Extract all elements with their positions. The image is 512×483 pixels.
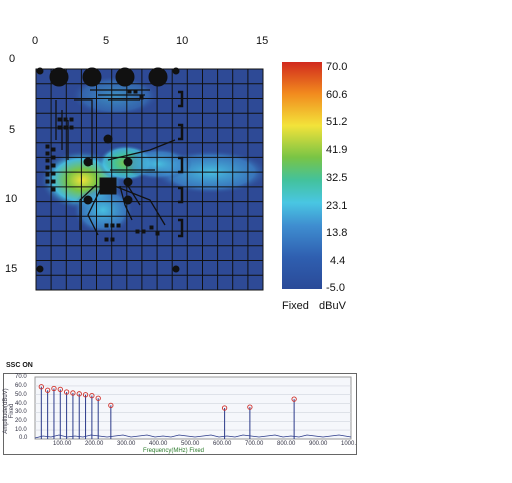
scan-map: 0 5 10 15 0 5 10 15 70.0 60.6 51.2 41.9 … [5, 35, 348, 312]
x-tick-600: 600.00 [213, 441, 232, 447]
y-tick-60: 60.0 [15, 383, 27, 389]
peak-marker-9 [95, 395, 101, 401]
spectrum-panel: Amplitude(dBuV) Fixed 70.0 60.0 50.0 40.… [3, 373, 357, 455]
scan-grid [35, 68, 264, 291]
peak-marker-2 [51, 385, 57, 392]
y-tick-10: 10 [5, 193, 18, 205]
spectrum-xlabel: Frequency(MHz) Fixed [143, 448, 205, 454]
x-tick-500: 500.00 [181, 441, 200, 447]
x-tick-300: 300.00 [117, 441, 136, 447]
peak-marker-11 [221, 405, 228, 411]
peak-marker-12 [247, 404, 253, 410]
spectrum-ylabel: Amplitude(dBuV) Fixed [3, 388, 15, 434]
colorbar-footer-left: Fixed [282, 300, 309, 312]
spectrum-svg [3, 373, 357, 455]
heatmap-area [36, 69, 263, 290]
peak-marker-8 [89, 392, 95, 399]
peak-marker-7 [82, 392, 89, 398]
spectrum-noise-trace [34, 434, 352, 439]
peak-marker-6 [76, 391, 82, 397]
peak-marker-1 [44, 387, 51, 393]
colorbar [282, 62, 322, 289]
peak-marker-4 [63, 389, 70, 395]
colorbar-tick-4: 41.9 [326, 144, 348, 156]
y-tick-10: 10.0 [15, 427, 27, 433]
colorbar-tick-6: 23.1 [326, 200, 348, 212]
colorbar-tick-3: 51.2 [326, 116, 348, 128]
y-tick-50: 50.0 [15, 392, 27, 398]
scan-map-svg [35, 62, 322, 291]
x-tick-5: 5 [103, 35, 110, 47]
colorbar-tick-8: 4.4 [330, 255, 346, 267]
y-tick-40: 40.0 [15, 401, 27, 407]
x-tick-10: 10 [176, 35, 189, 47]
peak-marker-10 [108, 402, 114, 408]
colorbar-tick-2: 60.6 [326, 89, 348, 101]
y-tick-15: 15 [5, 263, 18, 275]
x-tick-900: 900.00 [309, 441, 328, 447]
colorbar-footer-right: dBuV [319, 300, 346, 312]
peak-marker-13 [291, 396, 297, 402]
x-tick-1000: 1000. [341, 441, 357, 447]
spectrum-peaks [38, 384, 297, 439]
x-tick-0: 0 [32, 35, 39, 47]
spectrum-grid [35, 385, 351, 431]
y-tick-30: 30.0 [15, 409, 27, 415]
x-tick-200: 200.00 [85, 441, 104, 447]
plot-area [34, 376, 352, 440]
x-tick-100: 100.00 [53, 441, 72, 447]
y-tick-20: 20.0 [15, 418, 27, 424]
y-tick-70: 70.0 [15, 374, 27, 380]
colorbar-tick-1: 70.0 [326, 61, 348, 73]
colorbar-tick-7: 13.8 [326, 227, 348, 239]
x-tick-700: 700.00 [245, 441, 264, 447]
peak-marker-5 [70, 390, 76, 396]
x-tick-400: 400.00 [149, 441, 168, 447]
x-tick-15: 15 [256, 35, 269, 47]
y-tick-0: 0 [9, 53, 16, 65]
y-tick-5: 5 [9, 124, 16, 136]
y-tick-0: 0.0 [19, 435, 28, 441]
spectrum-title: SSC ON [6, 362, 33, 369]
peak-marker-0 [38, 384, 44, 390]
colorbar-tick-9: -5.0 [326, 282, 345, 294]
x-tick-800: 800.00 [277, 441, 296, 447]
colorbar-tick-5: 32.5 [326, 172, 348, 184]
peak-marker-3 [57, 386, 63, 393]
pcb-overlay [36, 67, 184, 273]
